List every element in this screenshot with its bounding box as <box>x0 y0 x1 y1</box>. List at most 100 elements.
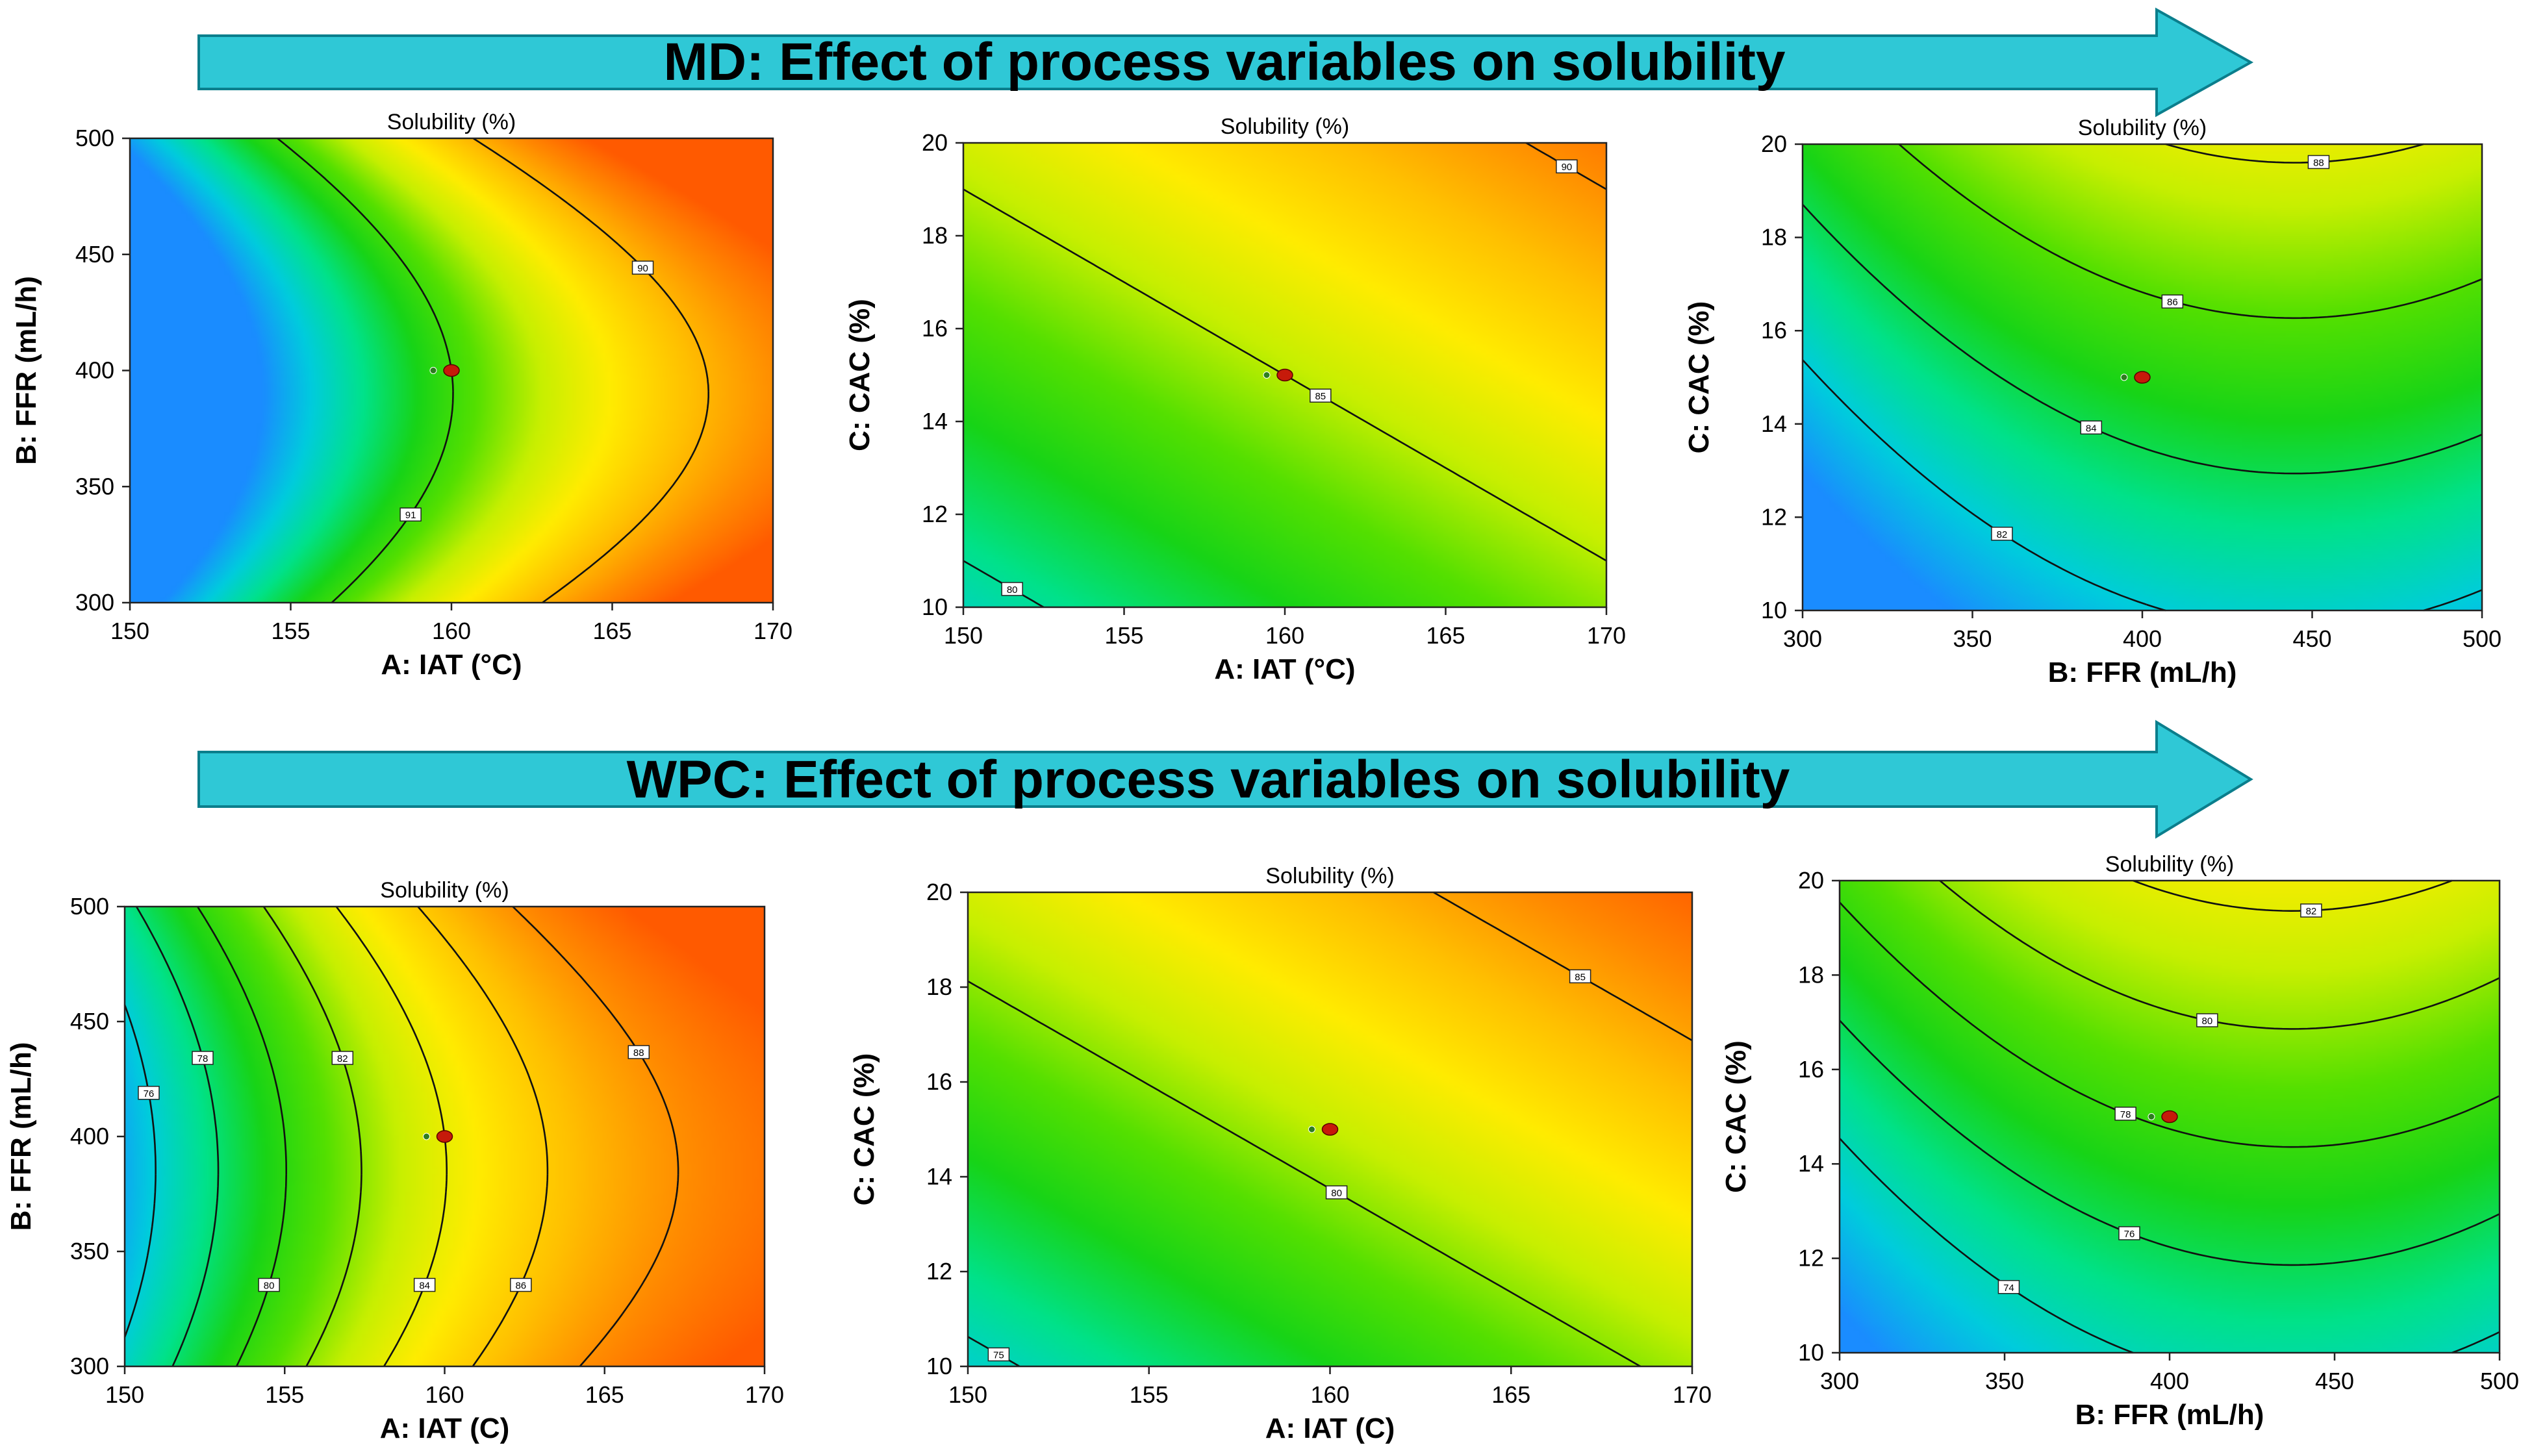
svg-text:80: 80 <box>1007 584 1018 596</box>
y-tick-label: 10 <box>922 594 948 620</box>
contour-line <box>1839 1020 2500 1266</box>
svg-text:86: 86 <box>515 1281 526 1292</box>
y-tick-label: 12 <box>926 1258 952 1285</box>
y-tick-label: 20 <box>1761 131 1787 157</box>
y-axis-label: B: FFR (mL/h) <box>10 276 42 465</box>
svg-text:84: 84 <box>419 1281 430 1292</box>
design-point-marker <box>2148 1110 2178 1123</box>
contour-label: 82 <box>2300 903 2322 918</box>
x-tick-label: 170 <box>1587 622 1626 649</box>
x-tick-label: 155 <box>271 618 310 644</box>
y-tick-label: 16 <box>922 315 948 342</box>
svg-text:84: 84 <box>2086 423 2097 434</box>
x-tick-label: 450 <box>2315 1368 2354 1394</box>
x-axis-label: A: IAT (°C) <box>1214 653 1355 685</box>
y-tick-label: 350 <box>70 1238 109 1264</box>
x-tick-label: 165 <box>1491 1381 1530 1408</box>
plot-title: Solubility (%) <box>2105 852 2234 877</box>
x-tick-label: 150 <box>944 622 983 649</box>
y-tick-label: 10 <box>1798 1339 1824 1366</box>
x-tick-label: 350 <box>1985 1368 2024 1394</box>
svg-text:76: 76 <box>2124 1229 2135 1240</box>
x-tick-label: 170 <box>745 1381 784 1408</box>
x-tick-label: 450 <box>2292 625 2331 652</box>
y-axis-label: C: CAC (%) <box>848 1053 880 1206</box>
design-point-marker <box>1308 1123 1339 1136</box>
x-tick-label: 150 <box>105 1381 144 1408</box>
contour-label: 86 <box>510 1277 532 1292</box>
y-tick-label: 450 <box>70 1008 109 1035</box>
banner-md: MD: Effect of process variables on solub… <box>197 7 2254 118</box>
contour-plot-md-a-c: 80 85 90 Solubility (%) 150 155 160 165 170 10 12 1… <box>844 114 1626 685</box>
design-point-marker <box>429 364 460 377</box>
svg-text:75: 75 <box>993 1350 1004 1361</box>
y-tick-label: 16 <box>1798 1056 1824 1083</box>
x-tick-label: 500 <box>2463 625 2502 652</box>
contour-line <box>1839 901 2500 1148</box>
contour-plot-md-b-c: 82 84 86 88 Solubility (%) 300 350 400 450 500 10 1… <box>1683 116 2502 688</box>
svg-text:76: 76 <box>144 1088 155 1099</box>
y-tick-label: 500 <box>70 893 109 920</box>
plot-title: Solubility (%) <box>380 878 509 903</box>
x-tick-label: 160 <box>1310 1381 1349 1408</box>
contour-label: 86 <box>2161 294 2184 308</box>
banner-md-arrow <box>197 7 2254 118</box>
y-tick-label: 300 <box>70 1353 109 1379</box>
contour-label: 84 <box>2080 420 2103 435</box>
y-axis-label: C: CAC (%) <box>844 299 876 451</box>
y-tick-label: 10 <box>1761 597 1787 623</box>
x-tick-label: 400 <box>2150 1368 2189 1394</box>
contour-label: 90 <box>631 260 654 275</box>
contour-plot-wpc-a-b: 76 78 80 82 84 86 88 Solubility (%) 150 155 160 165… <box>5 878 784 1444</box>
x-axis-label: A: IAT (°C) <box>381 649 522 681</box>
x-tick-label: 150 <box>110 618 149 644</box>
x-tick-label: 150 <box>948 1381 987 1408</box>
contour-label: 78 <box>2114 1107 2136 1121</box>
contour-label: 80 <box>1001 582 1023 596</box>
svg-text:86: 86 <box>2167 297 2178 308</box>
y-tick-label: 400 <box>70 1123 109 1149</box>
contour-label: 84 <box>413 1277 436 1292</box>
contour-label: 80 <box>1325 1185 1348 1199</box>
x-tick-label: 165 <box>1426 622 1465 649</box>
x-axis-label: B: FFR (mL/h) <box>2048 657 2237 688</box>
y-axis-label: C: CAC (%) <box>1720 1040 1752 1193</box>
svg-text:91: 91 <box>405 510 416 521</box>
contour-label: 88 <box>627 1045 650 1059</box>
svg-text:80: 80 <box>1331 1188 1342 1199</box>
x-tick-label: 170 <box>1673 1381 1712 1408</box>
svg-text:78: 78 <box>2120 1109 2131 1120</box>
banner-md-text: MD: Effect of process variables on solub… <box>664 32 1786 92</box>
contour-label: 82 <box>1991 527 2013 541</box>
contour-label: 85 <box>1310 388 1332 403</box>
contour-plot-wpc-b-c: 74 76 78 80 82 Solubility (%) 300 350 400 450 500 1… <box>1720 852 2519 1431</box>
y-tick-label: 16 <box>1761 317 1787 344</box>
x-tick-label: 500 <box>2480 1368 2519 1394</box>
contour-line <box>1939 879 2500 1030</box>
x-tick-label: 160 <box>1265 622 1304 649</box>
contour-line <box>262 906 362 1367</box>
contour-label: 85 <box>1569 969 1591 984</box>
banner-wpc: WPC: Effect of process variables on solu… <box>197 720 2253 839</box>
banner-wpc-arrow <box>197 720 2253 839</box>
y-tick-label: 350 <box>75 473 114 499</box>
y-tick-label: 14 <box>926 1163 952 1190</box>
contour-label: 90 <box>1556 159 1578 173</box>
svg-text:85: 85 <box>1315 391 1326 402</box>
y-tick-label: 16 <box>926 1068 952 1095</box>
x-tick-label: 155 <box>1130 1381 1169 1408</box>
contour-label: 78 <box>192 1051 214 1065</box>
svg-text:85: 85 <box>1575 972 1586 983</box>
svg-text:82: 82 <box>1997 529 2008 540</box>
contour-plot-wpc-a-c: 75 80 85 Solubility (%) 150 155 160 165 170 10 12 1… <box>848 864 1712 1444</box>
design-point-marker <box>2120 371 2151 384</box>
svg-text:80: 80 <box>264 1281 275 1292</box>
contour-label: 88 <box>2307 155 2330 169</box>
x-tick-label: 165 <box>585 1381 624 1408</box>
design-point-marker <box>1263 368 1293 382</box>
banner-wpc-text: WPC: Effect of process variables on solu… <box>627 750 1790 809</box>
contour-label: 82 <box>331 1051 354 1065</box>
x-tick-label: 350 <box>1953 625 1992 652</box>
y-tick-label: 20 <box>1798 867 1824 894</box>
